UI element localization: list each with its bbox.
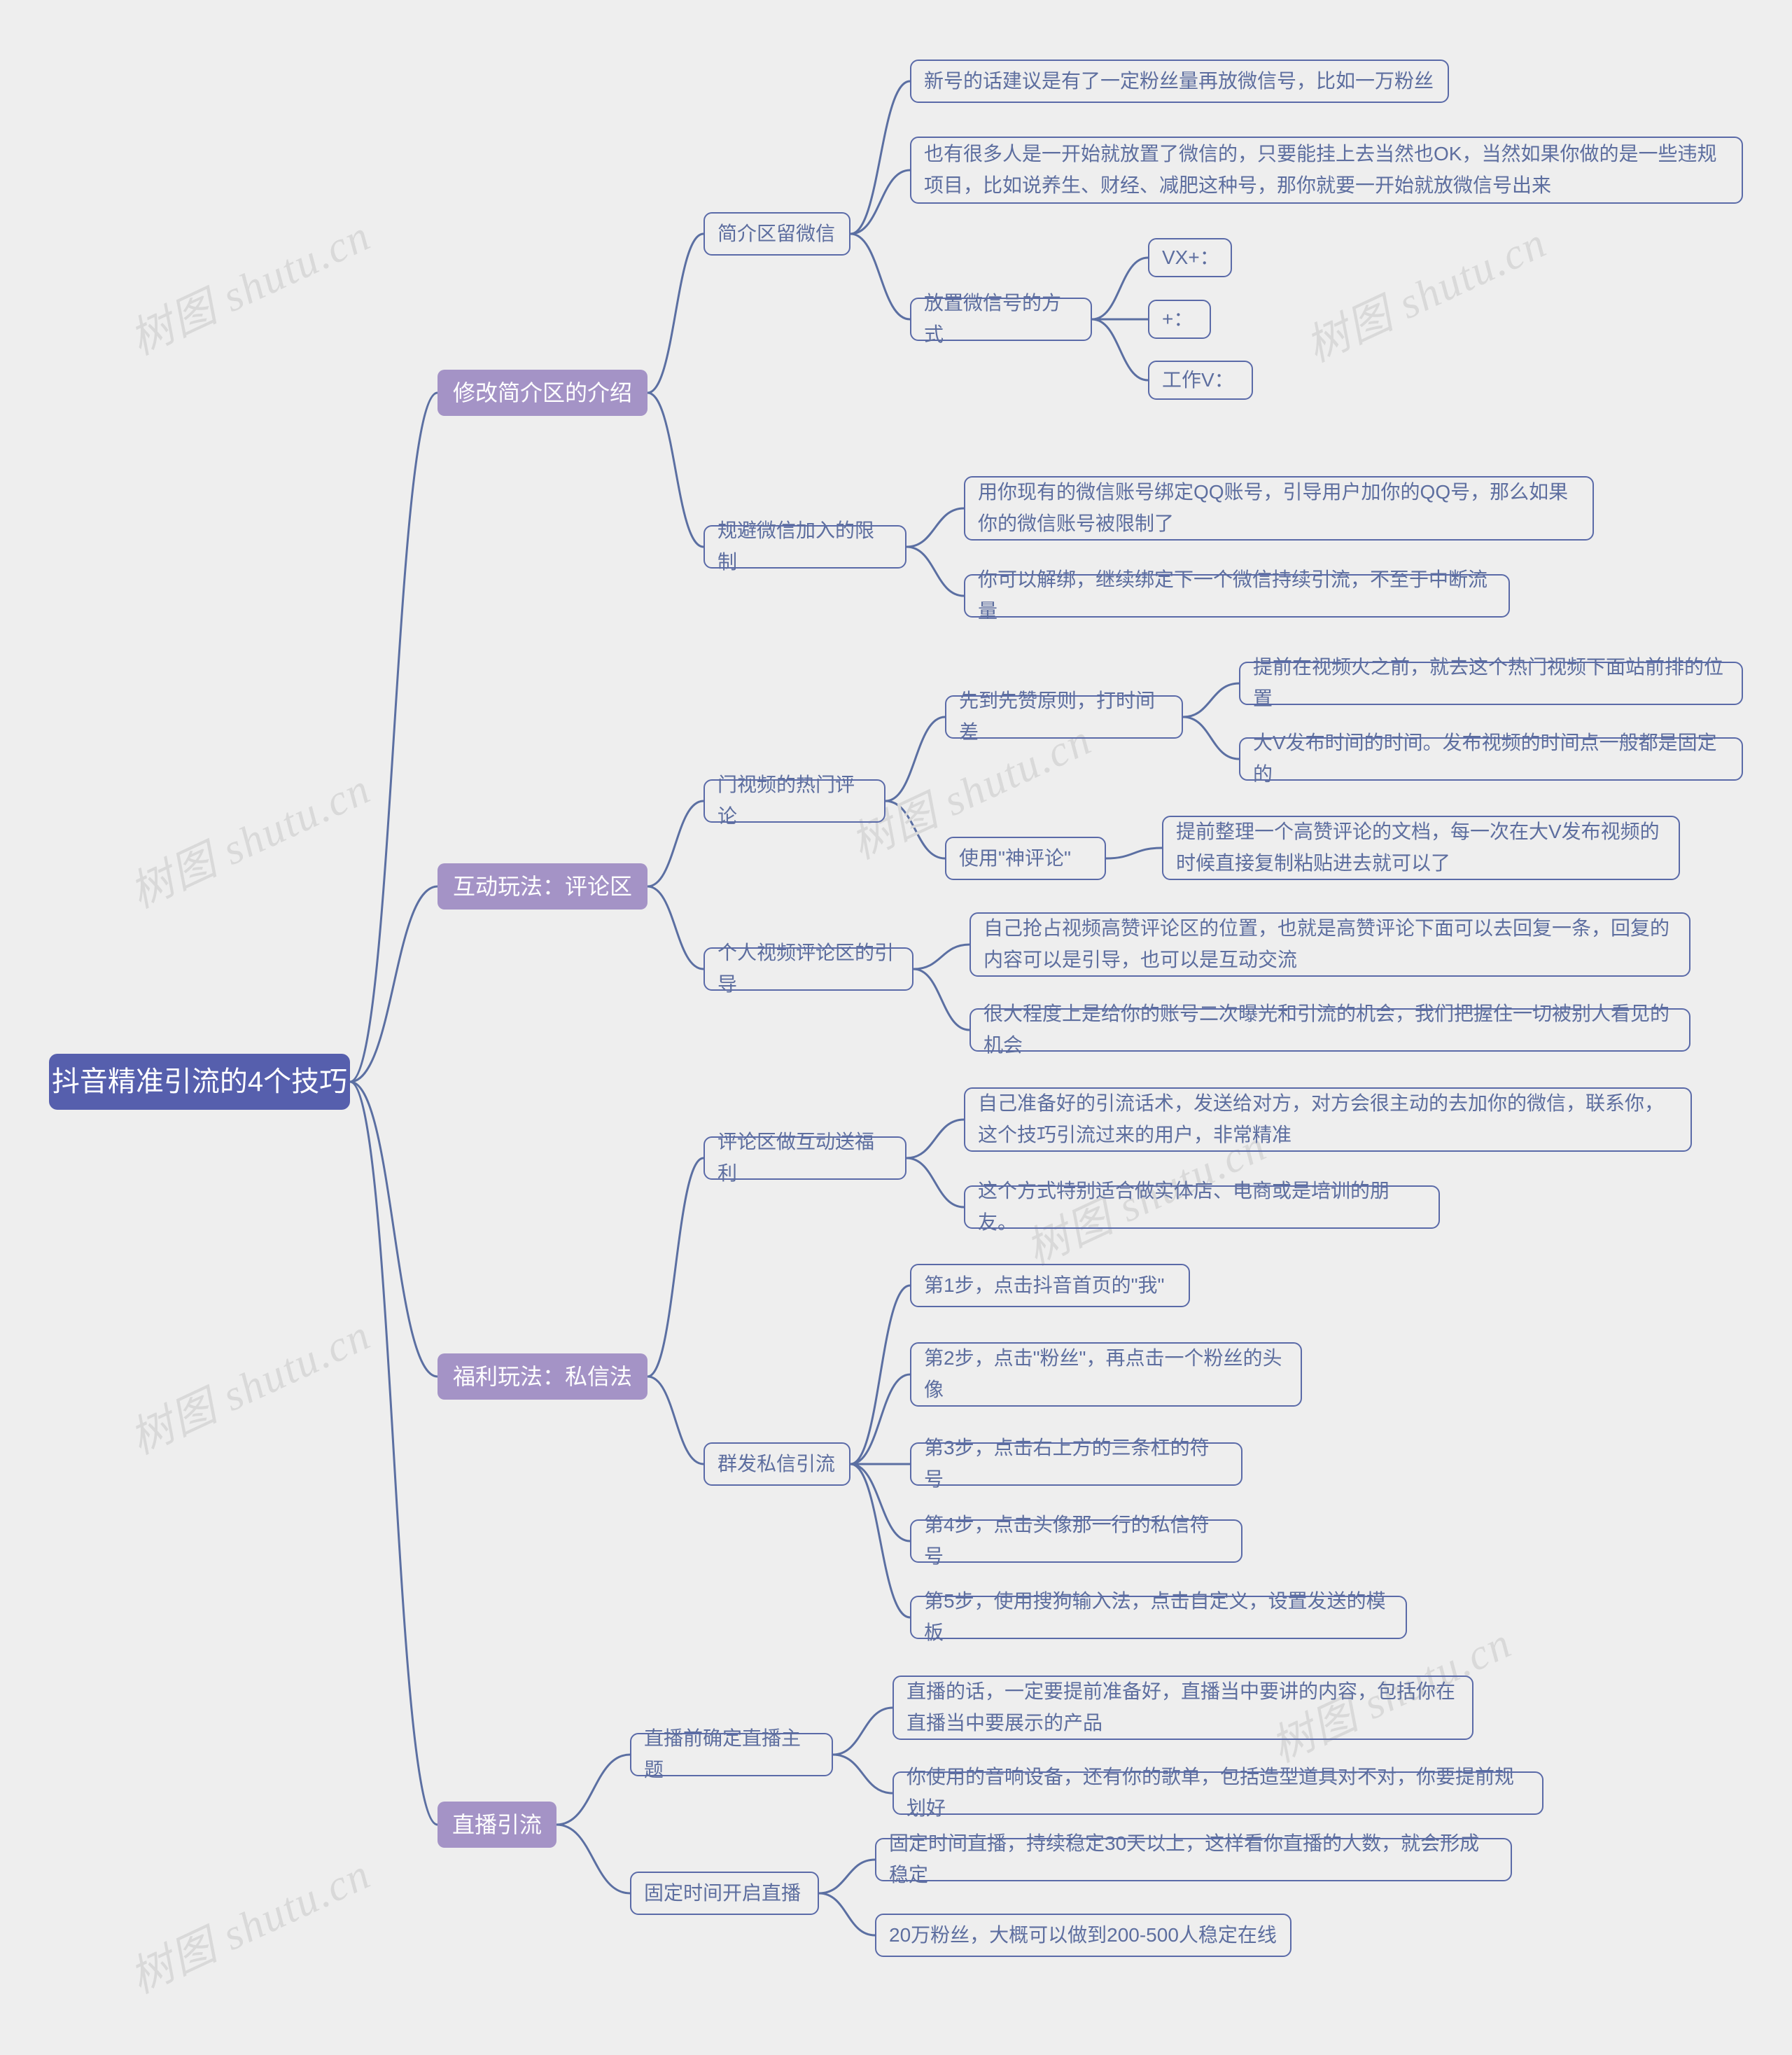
leaf-node[interactable]: 大V发布时间的时间。发布视频的时间点一般都是固定的 [1239, 737, 1743, 781]
leaf-node[interactable]: +： [1148, 300, 1211, 339]
level2-node[interactable]: 福利玩法：私信法 [438, 1353, 648, 1400]
level2-node[interactable]: 互动玩法：评论区 [438, 863, 648, 910]
leaf-node[interactable]: 先到先赞原则，打时间差 [945, 695, 1183, 739]
leaf-node[interactable]: 固定时间直播，持续稳定30天以上，这样看你直播的人数，就会形成稳定 [875, 1838, 1512, 1881]
watermark: 树图 shutu.cn [118, 1300, 379, 1466]
leaf-node[interactable]: 放置微信号的方式 [910, 298, 1092, 341]
leaf-node[interactable]: 第5步，使用搜狗输入法，点击自定义，设置发送的模板 [910, 1596, 1407, 1639]
level3-node[interactable]: 群发私信引流 [704, 1442, 850, 1486]
leaf-node[interactable]: 你可以解绑，继续绑定下一个微信持续引流，不至于中断流量 [964, 574, 1510, 618]
leaf-node[interactable]: 自己抢占视频高赞评论区的位置，也就是高赞评论下面可以去回复一条，回复的内容可以是… [969, 912, 1690, 977]
leaf-node[interactable]: 直播的话，一定要提前准备好，直播当中要讲的内容，包括你在直播当中要展示的产品 [892, 1676, 1474, 1740]
watermark: 树图 shutu.cn [118, 753, 379, 920]
leaf-node[interactable]: 提前整理一个高赞评论的文档，每一次在大V发布视频的时候直接复制粘贴进去就可以了 [1162, 816, 1680, 880]
leaf-node[interactable]: 第4步，点击头像那一行的私信符号 [910, 1519, 1242, 1563]
level3-node[interactable]: 直播前确定直播主题 [630, 1733, 833, 1776]
level2-node[interactable]: 直播引流 [438, 1802, 556, 1848]
leaf-node[interactable]: 用你现有的微信账号绑定QQ账号，引导用户加你的QQ号，那么如果你的微信账号被限制… [964, 476, 1594, 541]
level3-node[interactable]: 门视频的热门评论 [704, 779, 886, 823]
leaf-node[interactable]: 第2步，点击"粉丝"，再点击一个粉丝的头像 [910, 1342, 1302, 1407]
leaf-node[interactable]: 新号的话建议是有了一定粉丝量再放微信号，比如一万粉丝 [910, 60, 1449, 103]
level2-node[interactable]: 修改简介区的介绍 [438, 370, 648, 416]
watermark: 树图 shutu.cn [118, 200, 379, 367]
leaf-node[interactable]: 提前在视频火之前，就去这个热门视频下面站前排的位置 [1239, 662, 1743, 705]
leaf-node[interactable]: 自己准备好的引流话术，发送给对方，对方会很主动的去加你的微信，联系你，这个技巧引… [964, 1087, 1692, 1152]
leaf-node[interactable]: 很大程度上是给你的账号二次曝光和引流的机会，我们把握住一切被别人看见的机会 [969, 1008, 1690, 1052]
leaf-node[interactable]: 第3步，点击右上方的三条杠的符号 [910, 1442, 1242, 1486]
level3-node[interactable]: 个人视频评论区的引导 [704, 947, 913, 991]
level3-node[interactable]: 规避微信加入的限制 [704, 525, 906, 569]
leaf-node[interactable]: 你使用的音响设备，还有你的歌单，包括造型道具对不对，你要提前规划好 [892, 1771, 1544, 1815]
leaf-node[interactable]: 使用"神评论" [945, 837, 1106, 880]
leaf-node[interactable]: 20万粉丝，大概可以做到200-500人稳定在线 [875, 1914, 1292, 1957]
leaf-node[interactable]: 工作V： [1148, 361, 1253, 400]
level3-node[interactable]: 评论区做互动送福利 [704, 1136, 906, 1180]
watermark: 树图 shutu.cn [118, 1839, 379, 2005]
level3-node[interactable]: 简介区留微信 [704, 212, 850, 256]
level3-node[interactable]: 固定时间开启直播 [630, 1872, 819, 1915]
leaf-node[interactable]: 第1步，点击抖音首页的"我" [910, 1264, 1190, 1307]
mindmap-canvas: 树图 shutu.cn 树图 shutu.cn 树图 shutu.cn 树图 shut… [0, 0, 1792, 2055]
leaf-node[interactable]: 也有很多人是一开始就放置了微信的，只要能挂上去当然也OK，当然如果你做的是一些违… [910, 137, 1743, 204]
leaf-node[interactable]: VX+： [1148, 238, 1232, 277]
root-node[interactable]: 抖音精准引流的4个技巧 [49, 1054, 350, 1110]
leaf-node[interactable]: 这个方式特别适合做实体店、电商或是培训的朋友。 [964, 1185, 1440, 1229]
watermark: 树图 shutu.cn [1294, 207, 1555, 374]
